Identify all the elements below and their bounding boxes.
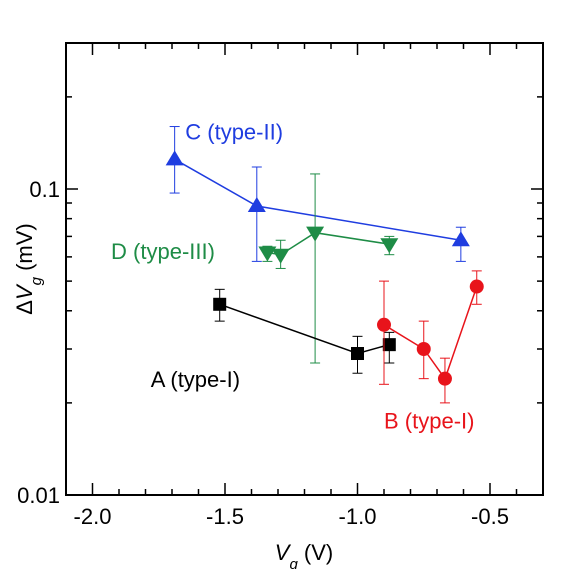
series-label: B (type-I) [384,408,474,433]
y-tick-label: 0.1 [29,177,60,202]
y-tick-label: 0.01 [17,483,60,508]
x-tick-label: -2.0 [74,504,112,529]
data-point [469,279,484,294]
data-point [258,246,277,262]
data-point [416,342,431,357]
x-tick-label: -1.5 [206,504,244,529]
series-1: C (type-II) [165,120,470,262]
data-point [382,338,396,352]
series-line [267,231,390,256]
y-axis-title: ΔVg (mV) [12,223,45,315]
data-point [451,231,470,247]
data-point [271,248,290,264]
axes: -2.0 -1.5 -1.0 -0.5 0.01 0.1 [17,42,544,529]
series-2: D (type-III) [111,173,399,364]
x-axis-title: Vg (V) [275,540,333,569]
series-label: C (type-II) [185,120,283,145]
data-point [377,317,391,332]
x-tick-label: -1.0 [339,504,377,529]
series-line [383,286,478,381]
x-tick-label: -0.5 [471,504,509,529]
series-line [219,303,390,355]
series-3: A (type-I) [151,288,396,392]
data-point [380,238,399,254]
series-label: D (type-III) [111,239,215,264]
data-point [247,196,266,212]
data-point [306,226,325,242]
data-point [437,371,452,386]
series-label: A (type-I) [151,367,240,392]
data-point [165,150,184,166]
data-point [213,297,227,311]
series-layer: C (type-II) D (type-III) A (type-I) B (type… [111,120,484,433]
data-point [351,347,364,361]
series-4: B (type-I) [377,270,484,433]
